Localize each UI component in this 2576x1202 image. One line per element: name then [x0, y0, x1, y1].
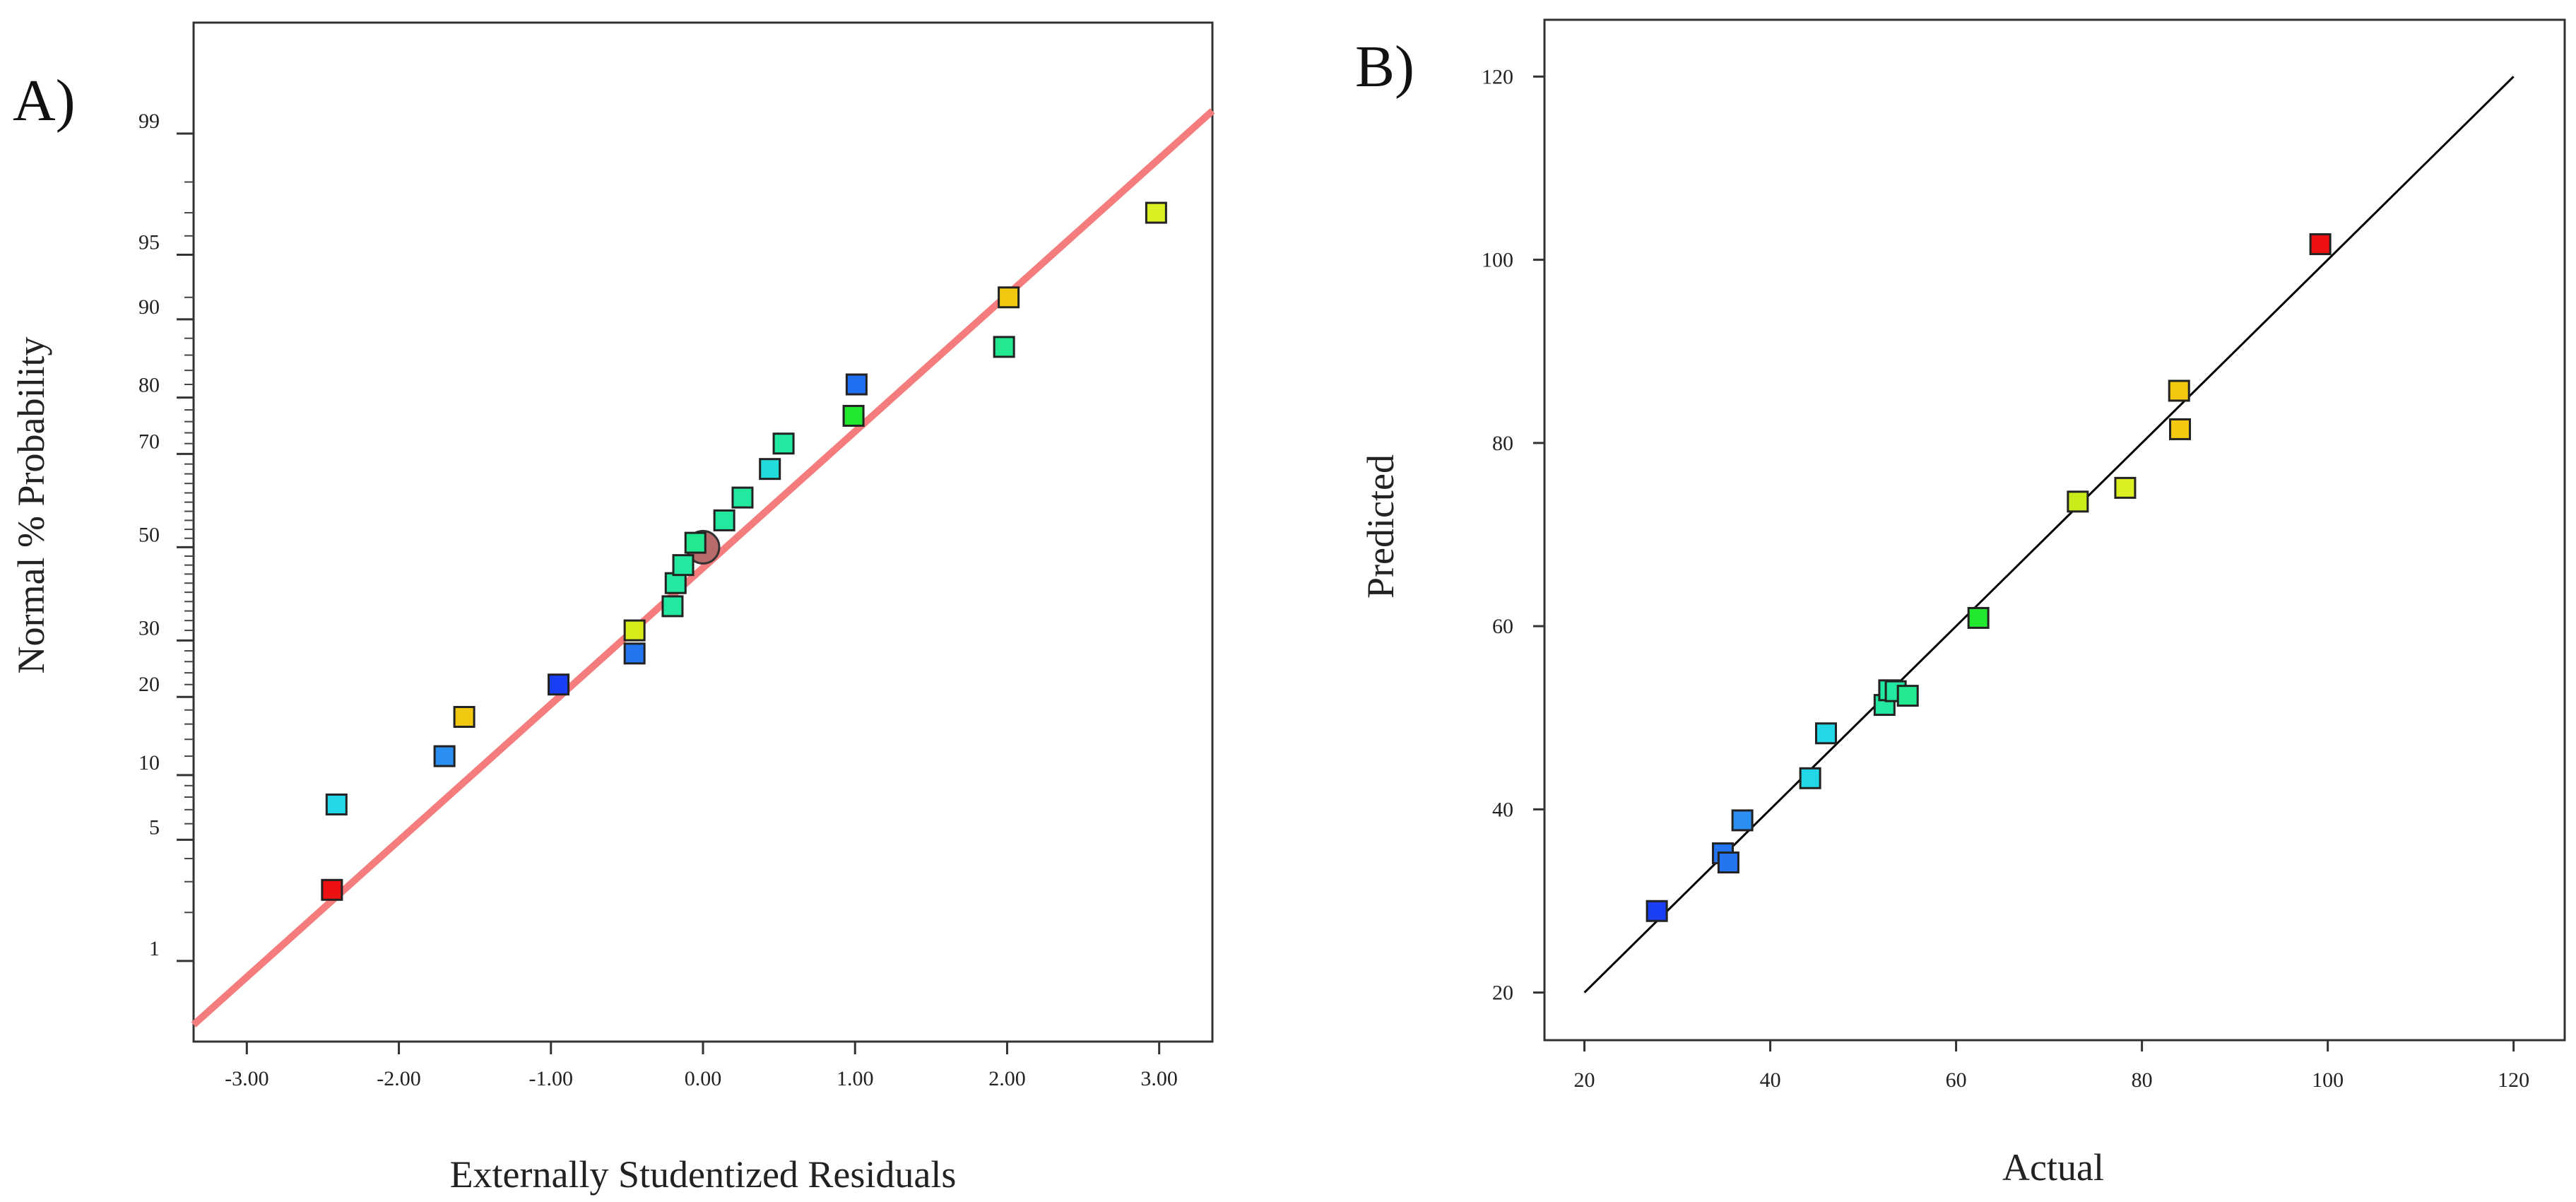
panel-b-ticks: 20 40 60 80 100 120 20 40 60 80 100 120: [1482, 65, 2529, 1092]
panel-a-data-point: [433, 745, 456, 767]
panel-b-x-tick-label: 100: [2312, 1068, 2344, 1092]
panel-a-data-point: [998, 286, 1020, 309]
panel-a-data-point: [623, 619, 646, 642]
panel-b-y-tick-label: 60: [1492, 615, 1513, 638]
panel-a-x-tick-label: 0.00: [685, 1067, 722, 1090]
panel-b-y-tick-label: 80: [1492, 432, 1513, 455]
panel-a-data-point: [453, 706, 475, 729]
panel-a-x-tick-label: -1.00: [529, 1067, 574, 1090]
panel-a-y-tick-label: 80: [138, 374, 160, 397]
panel-a-x-tick-label: 1.00: [837, 1067, 874, 1090]
panel-a-data-point: [993, 336, 1015, 358]
panel-a-data-point: [548, 673, 570, 696]
panel-b-reference-line-group: [1583, 76, 2515, 994]
panel-a-data-point: [759, 458, 781, 481]
panel-b-data-point: [1967, 606, 1990, 629]
panel-b-y-tick-label: 20: [1492, 982, 1513, 1005]
panel-a-data-point: [672, 554, 695, 577]
panel-a-data-point: [772, 432, 795, 455]
panel-a-ticks: -3.00 -2.00 -1.00 0.00 1.00 2.00 3.00 1 5 10 20 30 5…: [138, 110, 1178, 1090]
panel-a-reference-line: [191, 108, 1215, 1027]
panel-b-data-point: [1814, 722, 1837, 745]
panel-b-x-axis-title: Actual: [2002, 1146, 2104, 1189]
panel-a-x-tick-label: 3.00: [1140, 1067, 1178, 1090]
panel-b-points: [1646, 233, 2332, 922]
panel-a-y-tick-label: 50: [138, 523, 160, 546]
panel-a-y-tick-label: 99: [138, 110, 160, 133]
panel-a-data-point: [321, 878, 343, 901]
panel-b-x-tick-label: 40: [1760, 1068, 1781, 1092]
panel-b-y-axis-title: Predicted: [1359, 454, 1402, 599]
panel-a-data-point: [842, 404, 865, 427]
panel-b-y-tick-label: 100: [1482, 249, 1513, 272]
panel-b-data-point: [2067, 490, 2089, 513]
panel-a-label: A): [13, 68, 76, 134]
panel-a-y-tick-label: 30: [138, 616, 160, 640]
panel-a-data-point: [845, 373, 868, 396]
panel-b-x-tick-label: 20: [1574, 1068, 1595, 1092]
panel-a-y-tick-label: 5: [149, 815, 160, 839]
panel-a-x-tick-label: -3.00: [225, 1067, 269, 1090]
panel-a-normal-probability-plot: A) Externally Studentized Residuals Norm…: [10, 21, 1215, 1196]
panel-a-y-tick-label: 70: [138, 430, 160, 453]
panel-a-x-axis-title: Externally Studentized Residuals: [450, 1153, 957, 1196]
panel-a-y-axis-title: Normal % Probability: [10, 337, 52, 674]
panel-a-data-point: [664, 572, 687, 594]
panel-b-x-tick-label: 120: [2498, 1068, 2529, 1092]
panel-a-data-point: [684, 531, 707, 554]
panel-a-reference-line-group: [191, 108, 1215, 1027]
panel-a-y-tick-label: 95: [138, 230, 160, 254]
panel-b-data-point: [1717, 852, 1739, 874]
panel-b-x-tick-label: 80: [2132, 1068, 2153, 1092]
panel-b-data-point: [2309, 233, 2332, 256]
panel-b-data-point: [1799, 767, 1821, 789]
panel-a-points: [321, 201, 1167, 901]
panel-a-y-tick-label: 10: [138, 751, 160, 774]
panel-a-data-point: [661, 595, 684, 618]
panel-b-data-point: [1646, 900, 1668, 922]
panel-b-data-point: [1731, 809, 1754, 832]
panel-b-y-tick-label: 40: [1492, 798, 1513, 821]
panel-b-predicted-vs-actual: B) Actual Predicted 20 40 60 80 100 120 20 40 60…: [1355, 18, 2566, 1189]
panel-b-reference-line: [1583, 76, 2515, 994]
panel-a-y-tick-label: 1: [149, 937, 160, 960]
panel-a-y-tick-label: 90: [138, 295, 160, 319]
panel-a-x-tick-label: -2.00: [377, 1067, 421, 1090]
panel-a-data-point: [713, 509, 735, 531]
panel-a-data-point: [731, 486, 754, 509]
panel-a-data-point: [1145, 201, 1167, 224]
panel-a-data-point: [325, 793, 348, 815]
panel-b-data-point: [1896, 685, 1919, 707]
panel-b-x-tick-label: 60: [1946, 1068, 1967, 1092]
panel-a-x-tick-label: 2.00: [988, 1067, 1026, 1090]
panel-b-data-point: [2169, 418, 2192, 440]
panel-b-data-point: [2168, 379, 2190, 402]
panel-a-data-point: [623, 642, 646, 665]
panel-b-label: B): [1355, 34, 1414, 100]
panel-b-data-point: [2114, 476, 2137, 499]
panel-b-y-tick-label: 120: [1482, 65, 1513, 88]
panel-a-y-tick-label: 20: [138, 673, 160, 696]
